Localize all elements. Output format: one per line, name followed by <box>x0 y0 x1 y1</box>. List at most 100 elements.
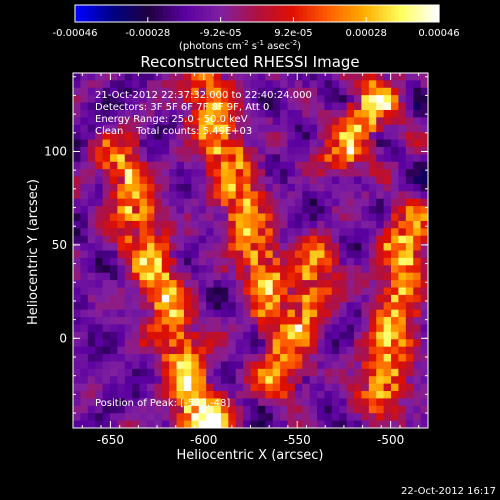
heatmap-cell <box>287 73 296 81</box>
heatmap-cell <box>272 146 281 155</box>
heatmap-cell <box>228 102 237 111</box>
heatmap-cell <box>235 161 244 170</box>
heatmap-cell <box>413 228 422 237</box>
heatmap-cell <box>183 361 192 370</box>
heatmap-cell <box>354 213 362 222</box>
heatmap-cell <box>213 183 222 192</box>
colorbar-cell <box>387 5 392 22</box>
heatmap-cell <box>191 257 200 266</box>
colorbar-cell <box>379 5 384 22</box>
heatmap-cell <box>287 383 296 392</box>
heatmap-cell <box>280 73 288 81</box>
heatmap-cell <box>280 391 288 399</box>
heatmap-cell <box>169 346 178 355</box>
heatmap-cell <box>346 339 355 348</box>
heatmap-cell <box>368 102 377 111</box>
heatmap-cell <box>331 317 340 325</box>
heatmap-cell <box>398 324 407 333</box>
heatmap-cell <box>324 287 333 296</box>
heatmap-cell <box>80 250 89 259</box>
heatmap-cell <box>383 280 392 288</box>
heatmap-cell <box>398 294 407 303</box>
heatmap-cell <box>176 220 185 229</box>
heatmap-cell <box>346 398 355 407</box>
heatmap-cell <box>361 272 370 281</box>
heatmap-cell <box>287 235 296 244</box>
heatmap-cell <box>132 213 141 222</box>
heatmap-cell <box>169 228 178 237</box>
heatmap-cell <box>169 287 178 296</box>
heatmap-cell <box>376 376 385 385</box>
heatmap-cell <box>161 324 170 333</box>
heatmap-cell <box>420 243 429 251</box>
heatmap-cell <box>95 383 104 392</box>
heatmap-cell <box>302 124 311 133</box>
heatmap-cell <box>302 405 311 414</box>
heatmap-cell <box>109 294 118 303</box>
heatmap-cell <box>95 124 104 133</box>
heatmap-cell <box>161 302 170 311</box>
heatmap-cell <box>228 191 237 200</box>
heatmap-cell <box>265 265 274 274</box>
heatmap-cell <box>176 124 185 133</box>
heatmap-cell <box>354 383 362 392</box>
heatmap-cell <box>272 183 281 192</box>
heatmap-cell <box>272 206 281 215</box>
heatmap-cell <box>361 95 370 104</box>
heatmap-cell <box>272 309 281 318</box>
heatmap-cell <box>132 272 141 281</box>
heatmap-cell <box>198 420 207 429</box>
heatmap-cell <box>191 102 200 111</box>
heatmap-cell <box>368 139 377 148</box>
heatmap-cell <box>124 420 133 429</box>
heatmap-cell <box>87 398 96 407</box>
heatmap-cell <box>235 361 244 370</box>
heatmap-cell <box>146 361 155 370</box>
heatmap-cell <box>102 413 111 422</box>
heatmap-cell <box>176 154 185 163</box>
heatmap-cell <box>161 117 170 126</box>
heatmap-cell <box>346 95 355 104</box>
heatmap-cell <box>280 213 288 222</box>
colorbar-cell <box>359 5 364 22</box>
heatmap-cell <box>354 73 362 81</box>
colorbar-tick-label: -0.00046 <box>53 28 98 39</box>
heatmap-cell <box>117 220 126 229</box>
heatmap-cell <box>257 206 266 215</box>
heatmap-cell <box>198 376 207 385</box>
heatmap-cell <box>146 117 155 126</box>
heatmap-cell <box>124 376 133 385</box>
heatmap-cell <box>183 346 192 355</box>
heatmap-cell <box>331 368 340 377</box>
heatmap-cell <box>257 132 266 141</box>
heatmap-cell <box>257 302 266 311</box>
heatmap-cell <box>317 213 325 222</box>
heatmap-cell <box>405 243 414 251</box>
heatmap-cell <box>331 324 340 333</box>
heatmap-cell <box>206 139 215 148</box>
colorbar-cell <box>139 5 144 22</box>
heatmap-cell <box>220 354 229 362</box>
heatmap-cell <box>117 124 126 133</box>
heatmap-cell <box>146 228 155 237</box>
heatmap-cell <box>176 368 185 377</box>
heatmap-cell <box>95 317 104 325</box>
heatmap-cell <box>420 206 429 215</box>
heatmap-cell <box>339 317 348 325</box>
heatmap-cell <box>154 405 163 414</box>
heatmap-cell <box>324 213 333 222</box>
heatmap-cell <box>346 213 355 222</box>
heatmap-cell <box>132 191 141 200</box>
heatmap-cell <box>206 339 215 348</box>
colorbar-cell <box>407 5 412 22</box>
heatmap-cell <box>391 361 399 370</box>
heatmap-cell <box>213 213 222 222</box>
heatmap-cell <box>154 420 163 429</box>
heatmap-cell <box>420 413 429 422</box>
heatmap-cell <box>235 346 244 355</box>
heatmap-cell <box>95 287 104 296</box>
heatmap-cell <box>220 280 229 288</box>
heatmap-cell <box>398 176 407 185</box>
heatmap-cell <box>117 317 126 325</box>
heatmap-cell <box>183 250 192 259</box>
